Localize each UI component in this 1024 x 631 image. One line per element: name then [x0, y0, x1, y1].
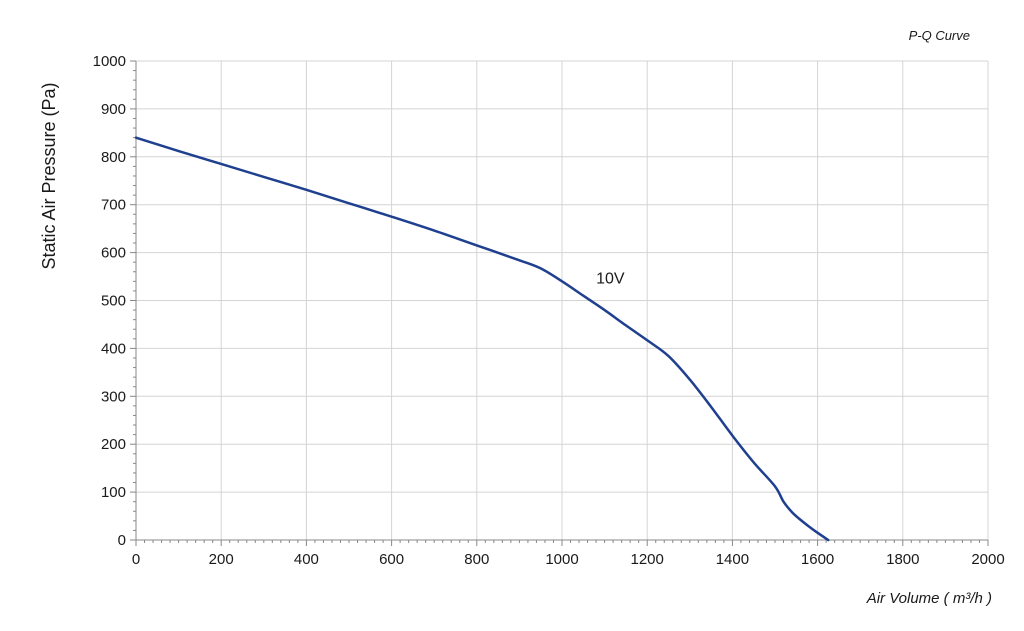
- x-tick-label: 1800: [886, 551, 919, 568]
- x-tick-label: 200: [209, 551, 234, 568]
- x-tick-label: 1200: [631, 551, 664, 568]
- x-tick-label: 1000: [545, 551, 578, 568]
- y-tick-label: 900: [101, 101, 126, 118]
- chart-title: P-Q Curve: [909, 28, 970, 43]
- y-tick-label: 1000: [93, 53, 126, 70]
- y-tick-label: 700: [101, 197, 126, 214]
- x-tick-label: 1400: [716, 551, 749, 568]
- axes: [130, 60, 989, 546]
- x-tick-label: 400: [294, 551, 319, 568]
- y-tick-label: 300: [101, 388, 126, 405]
- y-tick-label: 100: [101, 484, 126, 501]
- x-axis-title: Air Volume ( m³/h ): [866, 590, 992, 607]
- x-tick-label: 1600: [801, 551, 834, 568]
- x-tick-label: 800: [464, 551, 489, 568]
- x-tick-label: 0: [132, 551, 140, 568]
- y-tick-label: 500: [101, 293, 126, 310]
- y-axis-title: Static Air Pressure (Pa): [39, 82, 59, 269]
- y-tick-label: 0: [118, 532, 126, 549]
- y-tick-label: 600: [101, 245, 126, 262]
- y-tick-label: 400: [101, 340, 126, 357]
- y-tick-label: 800: [101, 149, 126, 166]
- series-annotation: 10V: [596, 271, 625, 288]
- series-line-10v: [134, 136, 830, 542]
- series-layer: [134, 136, 830, 542]
- labels: 0 200 400 600 800 1000 1200 1400 1600 1800 2000 0 10…: [93, 53, 1005, 568]
- x-tick-label: 600: [379, 551, 404, 568]
- grid: [135, 60, 989, 541]
- y-tick-label: 200: [101, 436, 126, 453]
- x-tick-label: 2000: [971, 551, 1004, 568]
